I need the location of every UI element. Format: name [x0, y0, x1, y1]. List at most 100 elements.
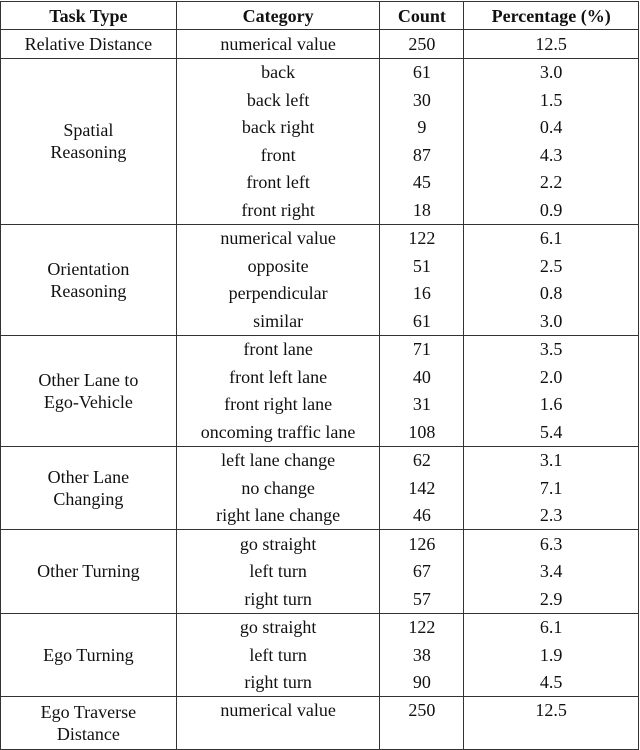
- percentage-cell: 3.0: [463, 57, 639, 86]
- count-cell: 142: [379, 474, 465, 502]
- count-cell: 57: [379, 585, 465, 613]
- category-cell: no change: [175, 474, 381, 502]
- category-cell: go straight: [175, 529, 381, 558]
- percentage-cell: 3.0: [463, 307, 639, 335]
- header-cell: Task Type: [0, 1, 177, 30]
- percentage-cell: 0.8: [463, 279, 639, 307]
- task-type-line: Ego Turning: [43, 644, 134, 665]
- category-cell: left lane change: [175, 445, 381, 474]
- table-row: Other Turning go straight 126 6.3: [0, 529, 639, 613]
- count-cell: 40: [379, 363, 465, 391]
- table-body: Relative Distance numerical value 250 12.5 S…: [0, 29, 639, 750]
- percentage-cell: 1.9: [463, 641, 639, 669]
- task-type-line: Distance: [56, 724, 120, 744]
- percentage-cell: 4.3: [463, 141, 639, 169]
- count-cell: 30: [379, 86, 465, 114]
- task-type-cell: Ego Traverse Distance: [0, 696, 177, 750]
- table-row: no change 142 7.1: [1, 474, 639, 502]
- percentage-cell: 3.4: [463, 557, 639, 585]
- count-cell: 250: [379, 29, 465, 58]
- table-row: Ego Turning go straight 122 6.1: [0, 612, 639, 697]
- category-cell: back right: [175, 113, 381, 141]
- percentage-cell: 2.9: [463, 585, 639, 613]
- percentage-cell: 4.5: [463, 668, 639, 697]
- category-cell: numerical value: [175, 696, 381, 750]
- category-cell: right lane change: [175, 501, 381, 530]
- category-cell: right turn: [175, 585, 381, 613]
- category-cell: perpendicular: [175, 279, 381, 307]
- count-cell: 67: [379, 557, 465, 585]
- table-row: Spatial Reasoning back 61 3.0: [0, 57, 639, 224]
- percentage-cell: 6.1: [463, 223, 639, 252]
- category-cell: numerical value: [175, 29, 381, 58]
- category-cell: back: [175, 57, 381, 86]
- table-row: Ego Traverse Distance numerical value 250 12…: [0, 696, 639, 750]
- count-cell: 87: [379, 141, 465, 169]
- category-cell: left turn: [175, 557, 381, 585]
- task-type-line: Changing: [53, 488, 124, 509]
- percentage-cell: 1.5: [463, 86, 639, 114]
- table-row: oncoming traffic lane 108 5.4: [1, 418, 639, 446]
- category-cell: front left: [175, 168, 381, 196]
- task-type-line: Other Turning: [37, 561, 140, 582]
- table-row: back left 30 1.5: [1, 86, 639, 114]
- percentage-cell: 6.3: [463, 529, 639, 558]
- task-type-line: Reasoning: [50, 142, 127, 162]
- table-row: right turn 57 2.9: [1, 585, 639, 613]
- task-type-cell: Other Turning: [0, 529, 177, 613]
- category-cell: front right: [175, 196, 381, 224]
- category-cell: numerical value: [175, 223, 381, 252]
- percentage-cell: 2.2: [463, 168, 639, 196]
- task-type-cell: Other Lane Changing: [0, 445, 177, 530]
- table-row: perpendicular 16 0.8: [1, 279, 639, 307]
- table-row: similar 61 3.0: [1, 307, 639, 335]
- task-type-line: Other Lane: [47, 466, 130, 487]
- task-type-cell: Spatial Reasoning: [0, 57, 177, 224]
- table-row: front right 18 0.9: [1, 196, 639, 224]
- category-cell: front left lane: [175, 363, 381, 391]
- table-row: opposite 51 2.5: [1, 252, 639, 280]
- percentage-cell: 12.5: [463, 29, 639, 58]
- table-row: Orientation Reasoning numerical value 122 6.…: [0, 223, 639, 335]
- percentage-cell: 0.9: [463, 196, 639, 224]
- task-type-line: Reasoning: [50, 280, 127, 301]
- category-cell: opposite: [175, 252, 381, 280]
- percentage-cell: 3.1: [463, 445, 639, 474]
- percentage-cell: 2.0: [463, 363, 639, 391]
- count-cell: 46: [379, 501, 465, 530]
- count-cell: 16: [379, 279, 465, 307]
- category-cell: right turn: [175, 668, 381, 697]
- count-cell: 250: [379, 696, 465, 750]
- header-row: Task Type Category Count Percentage (%): [0, 1, 639, 30]
- table-row: front 87 4.3: [1, 141, 639, 169]
- table-row: left turn 67 3.4: [1, 557, 639, 585]
- table-row: back right 9 0.4: [1, 113, 639, 141]
- table-row: right turn 90 4.5: [1, 668, 639, 697]
- table-row: Other Lane to Ego-Vehicle front lane 71 3.5: [0, 334, 639, 446]
- percentage-cell: 12.5: [463, 696, 639, 750]
- percentage-cell: 7.1: [463, 474, 639, 502]
- count-cell: 51: [379, 252, 465, 280]
- count-cell: 38: [379, 641, 465, 669]
- task-type-line: Ego-Vehicle: [43, 391, 133, 412]
- count-cell: 18: [379, 196, 465, 224]
- count-cell: 31: [379, 390, 465, 418]
- task-type-cell: Relative Distance: [0, 29, 177, 58]
- category-cell: oncoming traffic lane: [175, 418, 381, 446]
- category-cell: front lane: [175, 334, 381, 363]
- percentage-cell: 0.4: [463, 113, 639, 141]
- task-type-cell: Other Lane to Ego-Vehicle: [0, 334, 177, 446]
- count-cell: 61: [379, 57, 465, 86]
- task-type-line: Ego Traverse: [40, 702, 137, 722]
- table-row: Relative Distance numerical value 250 12.5: [0, 29, 639, 58]
- percentage-cell: 3.5: [463, 334, 639, 363]
- table-row: front left lane 40 2.0: [1, 363, 639, 391]
- count-cell: 71: [379, 334, 465, 363]
- category-cell: front: [175, 141, 381, 169]
- count-cell: 122: [379, 223, 465, 252]
- task-type-cell: Ego Turning: [0, 612, 177, 697]
- percentage-cell: 5.4: [463, 418, 639, 446]
- task-type-line: Other Lane to: [38, 369, 139, 390]
- category-cell: left turn: [175, 641, 381, 669]
